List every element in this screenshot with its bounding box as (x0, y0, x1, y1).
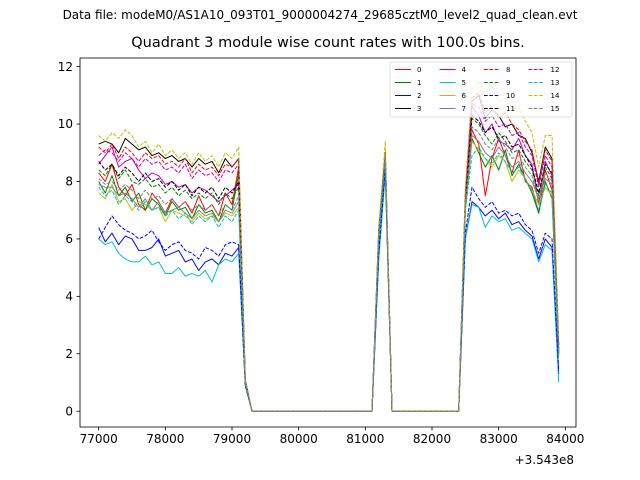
series-line-13 (98, 146, 560, 412)
legend-label-12: 12 (551, 66, 560, 74)
legend-label-4: 4 (462, 66, 467, 74)
series-line-1 (98, 137, 560, 412)
legend-label-10: 10 (506, 92, 515, 100)
series-line-6 (98, 140, 560, 412)
legend-label-13: 13 (551, 79, 560, 87)
series-line-0 (98, 129, 560, 412)
legend-label-11: 11 (506, 105, 515, 113)
x-tick-label: 84000 (546, 432, 584, 446)
legend-label-5: 5 (462, 79, 466, 87)
x-tick-label: 79000 (213, 432, 251, 446)
x-tick-label: 81000 (346, 432, 384, 446)
y-tick-label: 8 (65, 175, 73, 189)
series-line-14 (98, 80, 560, 412)
x-tick-label: 77000 (80, 432, 118, 446)
series-line-12 (98, 103, 560, 412)
y-tick-label: 4 (65, 290, 73, 304)
x-tick-label: 80000 (280, 432, 318, 446)
legend-label-9: 9 (506, 79, 510, 87)
series-line-15 (98, 126, 560, 412)
x-tick-label: 82000 (413, 432, 451, 446)
legend-box (389, 61, 573, 118)
x-offset-label: +3.543e8 (514, 453, 574, 467)
legend-label-1: 1 (417, 79, 421, 87)
legend-label-7: 7 (462, 105, 466, 113)
x-tick-label: 83000 (480, 432, 518, 446)
y-tick-label: 6 (65, 232, 73, 246)
y-tick-label: 10 (58, 117, 73, 131)
x-tick-label: 78000 (146, 432, 184, 446)
series-line-11 (98, 114, 560, 412)
y-tick-label: 2 (65, 347, 73, 361)
series-line-8 (98, 92, 560, 412)
legend-label-0: 0 (417, 66, 421, 74)
y-tick-label: 12 (58, 60, 73, 74)
series-line-2 (98, 169, 560, 412)
series-line-3 (98, 94, 560, 412)
legend-label-6: 6 (462, 92, 467, 100)
series-line-10 (98, 166, 560, 412)
legend-label-15: 15 (551, 105, 560, 113)
legend-label-2: 2 (417, 92, 421, 100)
series-line-4 (98, 106, 560, 412)
legend-label-8: 8 (506, 66, 510, 74)
legend-label-3: 3 (417, 105, 421, 113)
legend-label-14: 14 (551, 92, 560, 100)
chart-title: Quadrant 3 module wise count rates with … (131, 35, 525, 51)
suptitle: Data file: modeM0/AS1A10_093T01_90000042… (62, 8, 578, 22)
axes-frame (79, 57, 577, 428)
y-tick-label: 0 (65, 404, 73, 418)
